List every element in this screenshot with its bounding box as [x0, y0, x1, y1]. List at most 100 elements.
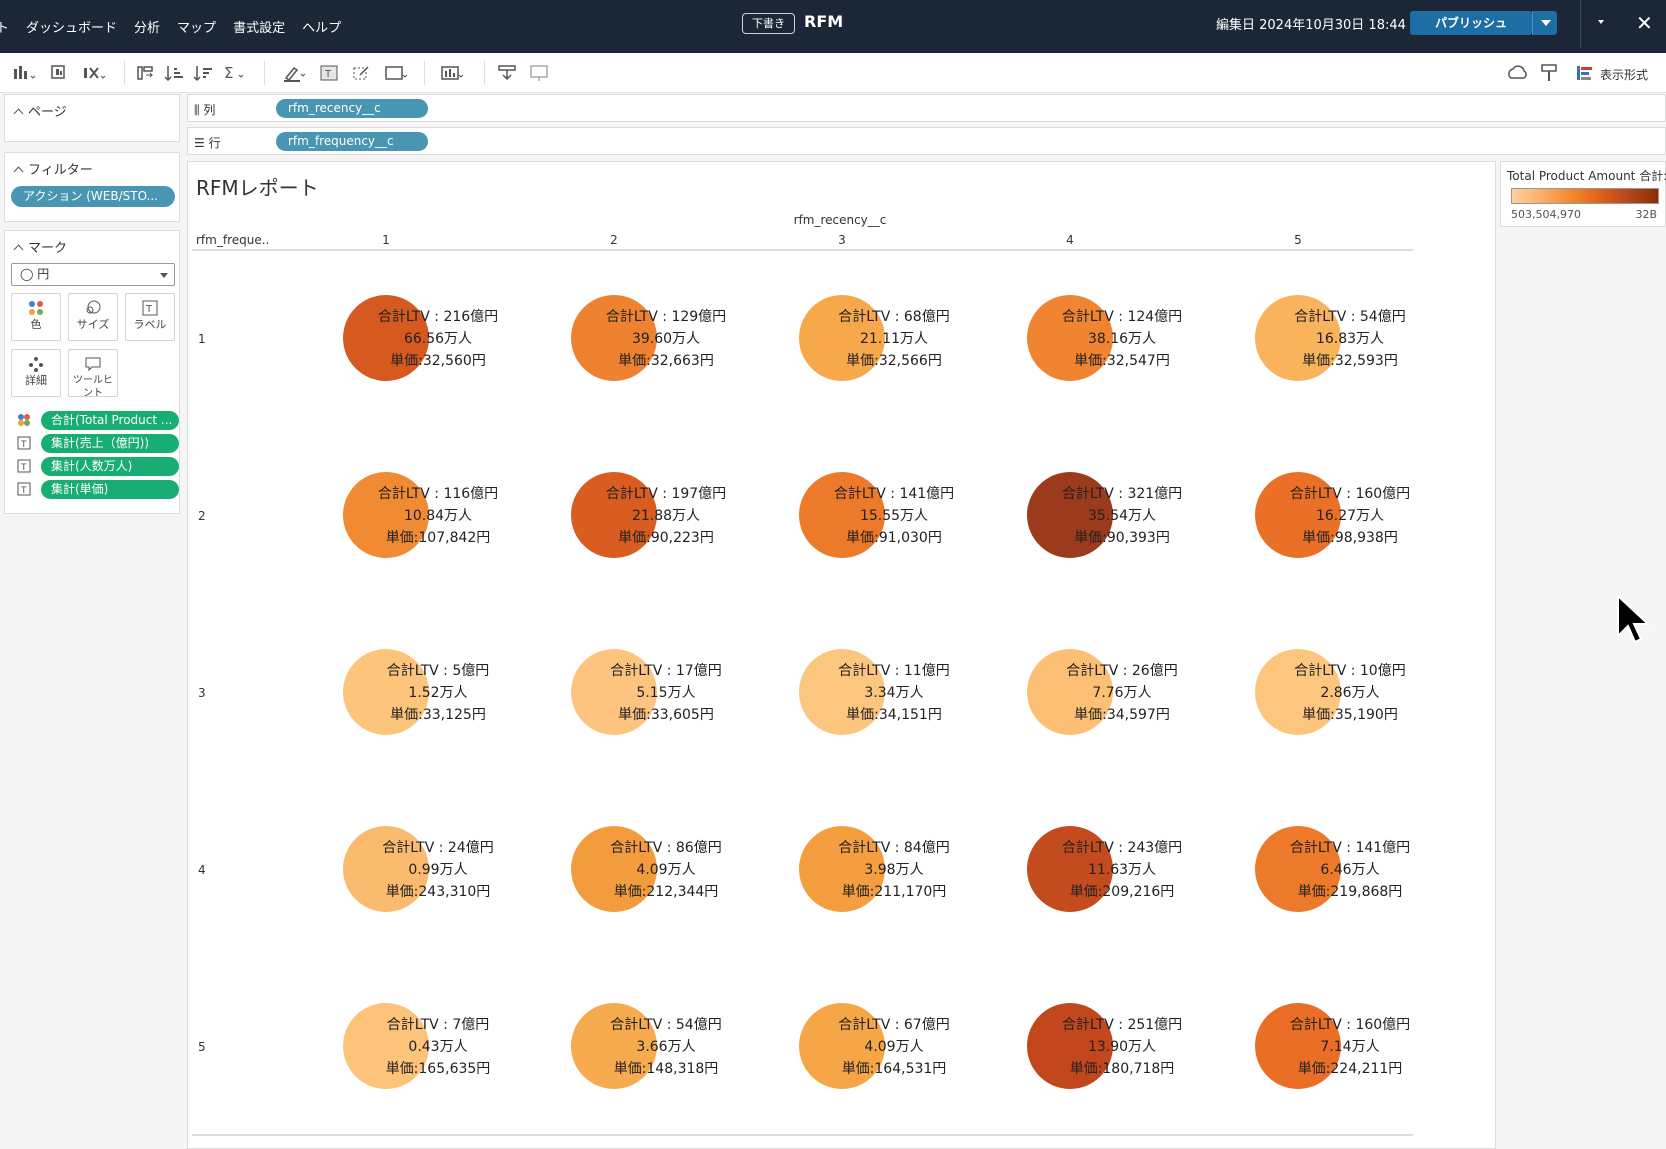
format-icon[interactable]: [1574, 63, 1598, 83]
presentation-icon[interactable]: [528, 63, 552, 83]
show-me-icon[interactable]: [440, 63, 464, 83]
data-label-ltv: 合計LTV : 216億円: [378, 309, 498, 325]
publish-options-button[interactable]: [1532, 11, 1557, 35]
data-circle: [1255, 1003, 1341, 1089]
view-canvas: RFMレポート rfm_recency__c rfm_freque.. 1 2 3 4 5 1…: [187, 161, 1496, 1149]
columns-icon: ⫼: [194, 103, 204, 117]
data-circle: [1255, 295, 1341, 381]
show-labels-icon[interactable]: T: [318, 63, 342, 83]
x-tick-label: 4: [1066, 233, 1074, 247]
columns-pill[interactable]: rfm_recency__c: [276, 99, 428, 118]
annotate-icon[interactable]: [350, 63, 374, 83]
sum-icon[interactable]: Σ: [222, 63, 246, 83]
chart-title: RFMレポート: [196, 176, 319, 200]
data-label-price: 単価:34,151円: [846, 707, 942, 723]
color-button[interactable]: 色: [11, 293, 61, 341]
menu-bar: ト ダッシュボード 分析 マップ 書式設定 ヘルプ: [0, 0, 358, 53]
size-button[interactable]: サイズ: [68, 293, 118, 341]
data-label-price: 単価:180,718円: [1070, 1061, 1175, 1077]
size-button-label: サイズ: [76, 318, 110, 331]
data-label-price: 単価:211,170円: [842, 884, 947, 900]
divider: [124, 61, 125, 85]
data-label-price: 単価:224,211円: [1298, 1061, 1403, 1077]
sort-descending-icon[interactable]: [192, 63, 216, 83]
format-label[interactable]: 表示形式: [1600, 68, 1649, 82]
data-circle: [1027, 826, 1113, 912]
highlight-icon[interactable]: [282, 63, 306, 83]
label-button[interactable]: T ラベル: [125, 293, 175, 341]
filter-pill-action[interactable]: アクション (WEB/STO...: [11, 186, 175, 207]
menu-item-dashboard[interactable]: ダッシュボード: [26, 21, 118, 36]
data-circle: [571, 1003, 657, 1089]
field-pill-sales[interactable]: 集計(売上（億円)): [41, 434, 179, 453]
swap-rows-columns-icon[interactable]: [134, 63, 158, 83]
menu-item-map[interactable]: マップ: [177, 21, 217, 36]
data-label-price: 単価:33,125円: [390, 707, 486, 723]
data-label-ltv: 合計LTV : 129億円: [606, 309, 726, 325]
menu-item-worksheet[interactable]: ト: [0, 21, 10, 36]
data-label-ltv: 合計LTV : 243億円: [1062, 840, 1182, 856]
rfm-chart: rfm_recency__c rfm_freque.. 1 2 3 4 5 1 2 3 4 5 合計LT…: [192, 213, 1413, 1136]
data-label-price: 単価:32,593円: [1302, 353, 1398, 369]
fit-view-icon[interactable]: [384, 63, 408, 83]
x-axis-title: rfm_recency__c: [794, 213, 887, 227]
format-painter-icon[interactable]: [1538, 63, 1562, 83]
menu-item-format[interactable]: 書式設定: [233, 21, 286, 36]
data-label-people: 7.14万人: [1320, 1039, 1379, 1055]
data-label-price: 単価:219,868円: [1298, 884, 1403, 900]
data-circle: [571, 472, 657, 558]
data-label-price: 単価:243,310円: [386, 884, 491, 900]
rows-pill[interactable]: rfm_frequency__c: [276, 132, 428, 151]
tooltip-button[interactable]: ツールヒント: [68, 349, 118, 399]
data-label-people: 21.11万人: [860, 331, 928, 347]
rows-label-text: 行: [208, 136, 221, 150]
new-worksheet-icon[interactable]: [12, 63, 36, 83]
data-label-ltv: 合計LTV : 5億円: [387, 663, 490, 679]
menu-item-analysis[interactable]: 分析: [134, 21, 161, 36]
color-icon: [29, 301, 43, 315]
field-pill-total-product[interactable]: 合計(Total Product ...: [41, 411, 179, 430]
menu-item-help[interactable]: ヘルプ: [302, 21, 342, 36]
data-label-price: 単価:34,597円: [1074, 707, 1170, 723]
publish-button[interactable]: パブリッシュ: [1410, 11, 1532, 35]
sort-ascending-icon[interactable]: [163, 63, 187, 83]
pages-card: ページ: [4, 94, 180, 142]
data-label-ltv: 合計LTV : 26億円: [1066, 663, 1177, 679]
data-circle: [1255, 826, 1341, 912]
legend-gradient: [1511, 188, 1659, 204]
svg-text:T: T: [20, 463, 27, 473]
data-label-people: 3.66万人: [636, 1039, 695, 1055]
data-label-ltv: 合計LTV : 54億円: [610, 1017, 721, 1033]
detail-button[interactable]: 詳細: [11, 349, 61, 397]
data-label-people: 2.86万人: [1320, 685, 1379, 701]
svg-text:T: T: [20, 440, 27, 450]
rows-shelf[interactable]: ☰ 行 rfm_frequency__c: [187, 127, 1666, 155]
data-label-price: 単価:32,663円: [618, 353, 714, 369]
data-label-price: 単価:90,393円: [1074, 530, 1170, 546]
close-icon[interactable]: ✕: [1636, 11, 1653, 35]
tooltip-icon: [85, 357, 101, 372]
divider: [424, 61, 425, 85]
marks-card-header[interactable]: マーク: [13, 237, 67, 256]
data-source-icon[interactable]: [1506, 63, 1530, 83]
data-label-people: 13.90万人: [1088, 1039, 1156, 1055]
divider: [264, 61, 265, 85]
color-icon: [18, 414, 30, 426]
chevron-down-icon[interactable]: [1598, 20, 1604, 24]
data-circle: [343, 649, 429, 735]
mouse-cursor-icon: [1617, 594, 1651, 644]
data-label-price: 単価:164,531円: [842, 1061, 947, 1077]
duplicate-sheet-icon[interactable]: [48, 63, 72, 83]
pages-card-header[interactable]: ページ: [13, 101, 67, 120]
columns-shelf[interactable]: ⫼ 列 rfm_recency__c: [187, 94, 1666, 122]
edited-timestamp: 編集日 2024年10月30日 18:44: [1216, 18, 1406, 33]
field-pill-unit-price[interactable]: 集計(単価): [41, 480, 179, 499]
filters-card-header[interactable]: フィルター: [13, 159, 93, 178]
y-axis-header: rfm_freque..: [196, 233, 269, 247]
data-circle: [1027, 649, 1113, 735]
clear-sheet-icon[interactable]: [82, 63, 106, 83]
download-icon[interactable]: [496, 63, 520, 83]
label-icon: T: [142, 300, 158, 316]
mark-type-select[interactable]: ◯ 円: [11, 263, 175, 286]
field-pill-people[interactable]: 集計(人数万人): [41, 457, 179, 476]
